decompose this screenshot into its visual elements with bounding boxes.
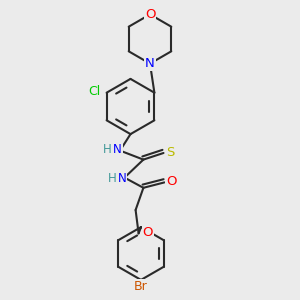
Text: N: N — [113, 143, 122, 156]
Text: N: N — [118, 172, 127, 185]
Text: H: H — [107, 172, 116, 185]
Text: N: N — [145, 57, 155, 70]
Text: O: O — [142, 226, 153, 239]
Text: Br: Br — [134, 280, 148, 293]
Text: S: S — [166, 146, 174, 159]
Text: H: H — [103, 143, 112, 156]
Text: O: O — [145, 8, 155, 21]
Text: O: O — [166, 175, 176, 188]
Text: Cl: Cl — [88, 85, 101, 98]
